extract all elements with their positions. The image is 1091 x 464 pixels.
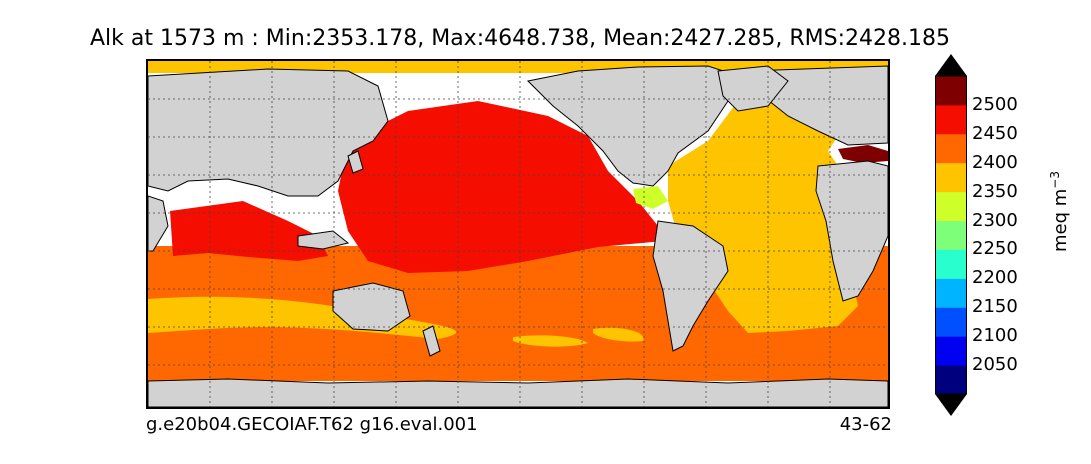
colorbar-tick-label: 2250 [972, 238, 1018, 260]
south-america [652, 220, 729, 352]
colorbar-tick-label: 2350 [972, 180, 1018, 202]
map-svg [148, 61, 888, 407]
colorbar-tick-label: 2200 [972, 267, 1018, 289]
colorbar-segment [935, 133, 967, 164]
south-yellow-band-pacific [513, 335, 588, 347]
caribbean-yellowgreen [633, 186, 668, 209]
colorbar-segment [935, 249, 967, 279]
north-america [526, 65, 749, 187]
eurasia [148, 68, 389, 197]
colorbar-segment [935, 220, 967, 250]
colorbar-segment [935, 104, 967, 135]
africa [815, 160, 888, 302]
mediterranean-darkred [838, 145, 888, 163]
colorbar-tick-label: 2050 [972, 354, 1018, 376]
indonesia [297, 230, 350, 250]
colorbar-tick-label: 2100 [972, 325, 1018, 347]
new-zealand [422, 325, 441, 357]
colorbar-segment [935, 162, 967, 193]
north-pacific-red [338, 101, 663, 273]
colorbar-extend-min [935, 394, 967, 416]
run-name-label: g.e20b04.GECOIAF.T62 g16.eval.001 [146, 414, 478, 435]
japan [347, 150, 364, 174]
gridlines [148, 61, 888, 407]
colorbar-segment [935, 76, 967, 106]
australia [332, 282, 411, 332]
colorbar-extend-max [935, 54, 967, 76]
antarctica [148, 378, 888, 407]
colorbar-segment [935, 278, 967, 308]
map-panel [146, 59, 890, 409]
colorbar-segment [935, 365, 967, 395]
south-yellow-band-atl [593, 327, 644, 342]
years-label: 43-62 [839, 414, 892, 435]
colorbar-tick-label: 2500 [972, 93, 1018, 115]
colorbar-tick-label: 2450 [972, 122, 1018, 144]
land-masses [148, 65, 888, 407]
colorbar-segment [935, 307, 967, 337]
units-exponent: −3 [1048, 171, 1062, 189]
plot-title: Alk at 1573 m : Min:2353.178, Max:4648.7… [90, 26, 950, 51]
colorbar-segment [935, 336, 967, 366]
indian-ocean-red [170, 201, 328, 261]
colorbar [935, 54, 967, 416]
units-base: meq m [1050, 188, 1071, 252]
colorbar-segment [935, 191, 967, 222]
africa-west [148, 195, 169, 252]
colorbar-tick-label: 2400 [972, 151, 1018, 173]
colorbar-frame [935, 75, 967, 395]
colorbar-tick-label: 2300 [972, 209, 1018, 231]
colorbar-tick-label: 2150 [972, 296, 1018, 318]
colorbar-units: meq m−3 [1048, 171, 1072, 252]
